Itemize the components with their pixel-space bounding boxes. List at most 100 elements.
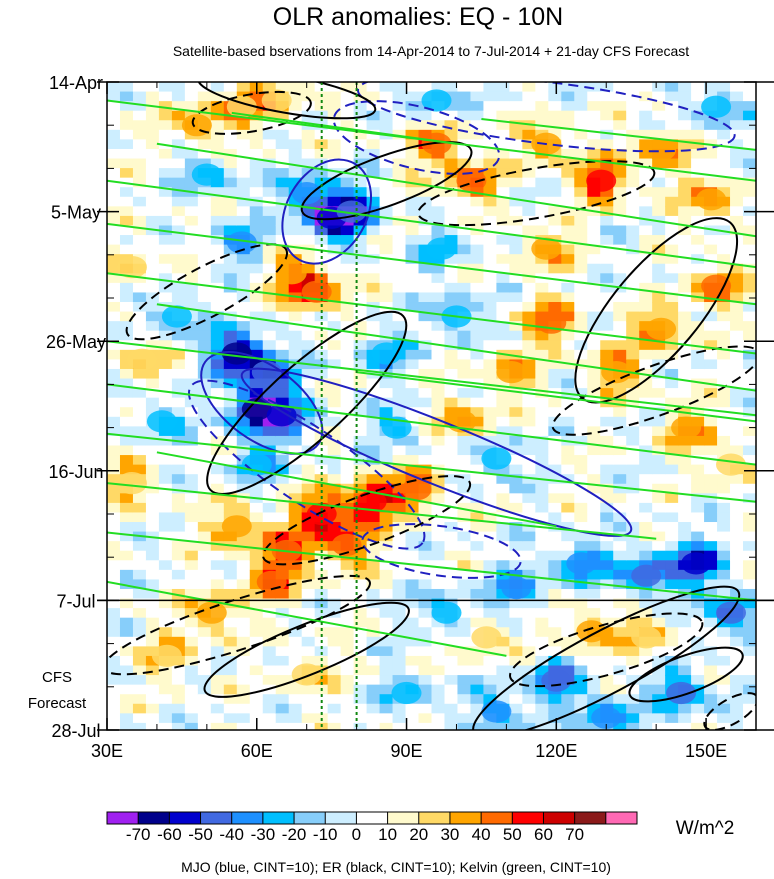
heatmap-cell	[535, 426, 549, 437]
heatmap-cell	[405, 120, 420, 131]
heatmap-cell	[275, 282, 290, 294]
heatmap-cell	[353, 464, 368, 475]
heatmap-cell	[587, 330, 601, 341]
heatmap-cell	[249, 349, 264, 361]
heatmap-cell	[366, 569, 381, 581]
heatmap-cell	[574, 483, 588, 494]
heatmap-cell	[652, 263, 666, 274]
heatmap-cell	[392, 588, 407, 600]
heatmap-cell	[756, 359, 770, 369]
heatmap-cell	[704, 694, 718, 705]
heatmap-cell	[418, 694, 433, 705]
heatmap-cell	[132, 636, 147, 647]
anomaly-patch	[631, 564, 662, 587]
heatmap-cell	[184, 407, 199, 418]
heatmap-cell	[717, 550, 731, 561]
heatmap-cell	[314, 177, 329, 188]
heatmap-cell	[704, 368, 718, 380]
heatmap-cell	[353, 713, 368, 724]
heatmap-cell	[314, 388, 329, 399]
heatmap-cell	[340, 110, 355, 121]
heatmap-cell	[353, 359, 368, 370]
heatmap-cell	[613, 722, 627, 730]
er-contour	[107, 574, 371, 676]
heatmap-cell	[327, 464, 342, 475]
heatmap-cell	[405, 531, 420, 542]
heatmap-cell	[535, 254, 549, 265]
heatmap-cell	[756, 560, 770, 570]
heatmap-cell	[314, 655, 329, 667]
heatmap-cell	[379, 675, 394, 686]
heatmap-cell	[470, 302, 485, 313]
heatmap-cell	[366, 129, 381, 140]
heatmap-cell	[171, 215, 186, 227]
heatmap-cell	[600, 196, 614, 207]
heatmap-cell	[613, 541, 627, 552]
heatmap-cell	[249, 311, 264, 322]
heatmap-cell	[405, 244, 420, 255]
heatmap-cell	[301, 464, 316, 475]
heatmap-cell	[340, 722, 355, 730]
anomaly-patch	[117, 256, 147, 279]
heatmap-cell	[678, 455, 692, 466]
heatmap-cell	[626, 378, 640, 389]
heatmap-cell	[548, 292, 562, 303]
heatmap-cell	[457, 560, 472, 571]
heatmap-cell	[587, 588, 601, 600]
heatmap-cell	[704, 512, 718, 523]
heatmap-cell	[119, 273, 134, 284]
heatmap-cell	[665, 311, 679, 322]
heatmap-cell	[587, 359, 601, 370]
heatmap-cell	[574, 330, 588, 341]
heatmap-cell	[223, 273, 238, 284]
heatmap-cell	[691, 311, 705, 322]
heatmap-cell	[665, 397, 679, 408]
heatmap-cell	[756, 579, 770, 589]
heatmap-cell	[223, 627, 238, 638]
heatmap-cell	[301, 139, 316, 150]
heatmap-cell	[626, 493, 640, 504]
heatmap-cell	[665, 569, 679, 581]
heatmap-cell	[522, 627, 536, 638]
heatmap-cell	[600, 608, 614, 619]
heatmap-cell	[171, 569, 186, 581]
heatmap-cell	[496, 474, 510, 485]
heatmap-cell	[431, 435, 446, 447]
heatmap-cell	[132, 292, 147, 303]
heatmap-cell	[210, 273, 225, 284]
heatmap-cell	[730, 435, 744, 447]
heatmap-cell	[132, 588, 147, 600]
heatmap-cell	[496, 120, 510, 131]
heatmap-cell	[743, 560, 756, 571]
heatmap-cell	[678, 493, 692, 504]
heatmap-cell	[730, 588, 744, 600]
heatmap-cell	[288, 608, 303, 619]
heatmap-cell	[470, 684, 485, 695]
heatmap-cell	[314, 368, 329, 380]
heatmap-cell	[158, 502, 173, 514]
anomaly-patch	[541, 669, 572, 692]
heatmap-cell	[587, 407, 601, 418]
heatmap-cell	[626, 129, 640, 140]
heatmap-cell	[730, 665, 744, 676]
heatmap-cell	[704, 254, 718, 265]
heatmap-cell	[496, 627, 510, 638]
anomaly-patch	[631, 626, 662, 649]
heatmap-cell	[587, 254, 601, 265]
heatmap-cell	[626, 474, 640, 485]
heatmap-cell	[652, 541, 666, 552]
heatmap-cell	[171, 541, 186, 552]
heatmap-cell	[457, 110, 472, 121]
heatmap-cell	[262, 675, 277, 686]
heatmap-cell	[210, 91, 225, 102]
heatmap-cell	[574, 91, 588, 102]
heatmap-cell	[704, 617, 718, 628]
heatmap-cell	[275, 455, 290, 466]
anomaly-patch	[701, 95, 732, 118]
heatmap-cell	[691, 82, 705, 93]
heatmap-cell	[535, 455, 549, 466]
heatmap-cell	[704, 665, 718, 676]
heatmap-cell	[665, 302, 679, 313]
heatmap-cell	[223, 464, 238, 475]
er-contour	[206, 310, 408, 496]
